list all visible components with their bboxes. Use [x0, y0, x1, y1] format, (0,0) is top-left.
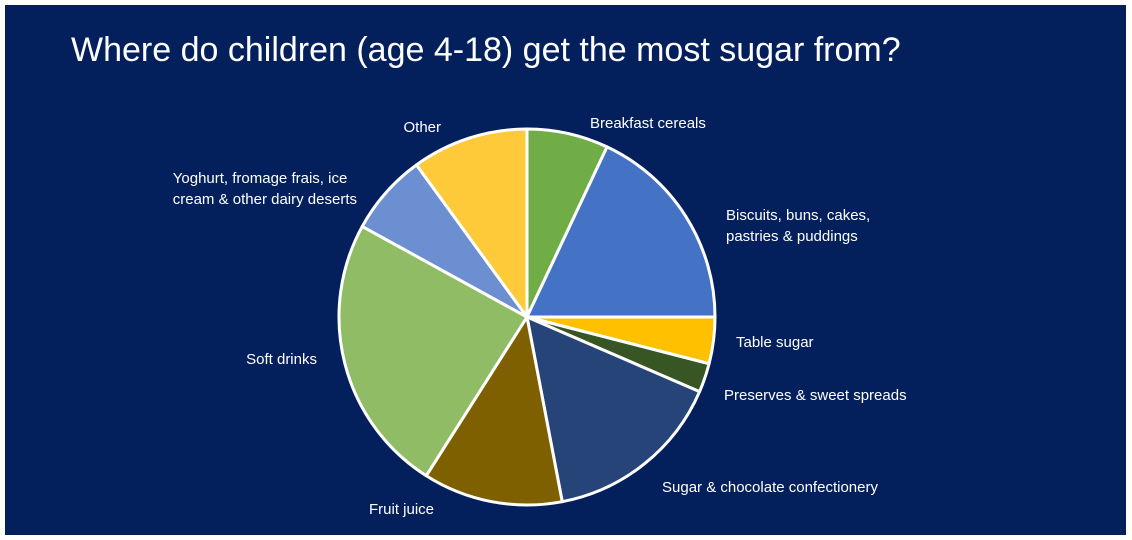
- slice-label-2: Table sugar: [736, 334, 814, 351]
- pie-slice-6: [337, 224, 529, 478]
- slice-label-7: Yoghurt, fromage frais, ice cream & othe…: [172, 170, 357, 208]
- pie-slice-5: [424, 315, 564, 507]
- pie-slice-4: [525, 315, 702, 504]
- pie-slice-1: [525, 145, 717, 319]
- slice-label-0: Breakfast cereals: [590, 115, 706, 132]
- pie-slice-8: [415, 127, 529, 319]
- slice-label-8: Other: [403, 119, 441, 136]
- pie-chart: [337, 127, 717, 507]
- slice-label-1: Biscuits, buns, cakes, pastries & puddin…: [726, 207, 871, 245]
- chart-title: Where do children (age 4-18) get the mos…: [71, 31, 901, 69]
- slide-background: Where do children (age 4-18) get the mos…: [5, 5, 1126, 535]
- slice-label-3: Preserves & sweet spreads: [724, 387, 907, 404]
- slice-label-5: Fruit juice: [369, 501, 435, 518]
- slice-label-6: Soft drinks: [246, 351, 317, 368]
- slice-label-4: Sugar & chocolate confectionery: [662, 479, 878, 496]
